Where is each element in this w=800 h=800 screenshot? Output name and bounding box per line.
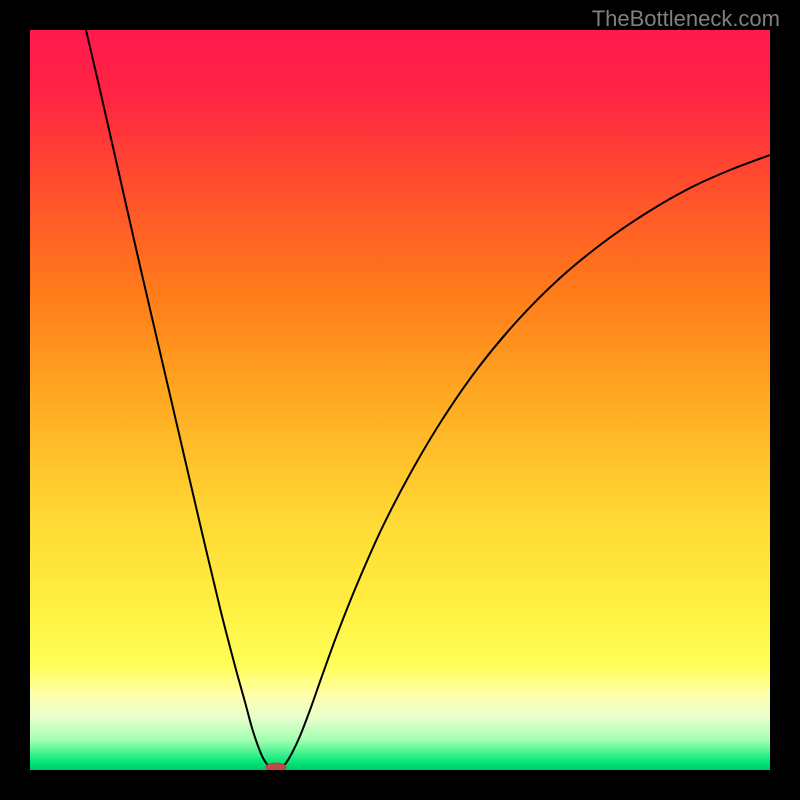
plot-svg	[30, 30, 770, 770]
gradient-background	[30, 30, 770, 770]
chart-container: TheBottleneck.com	[0, 0, 800, 800]
minimum-marker	[266, 763, 286, 770]
watermark-text: TheBottleneck.com	[592, 6, 780, 32]
plot-area	[30, 30, 770, 770]
